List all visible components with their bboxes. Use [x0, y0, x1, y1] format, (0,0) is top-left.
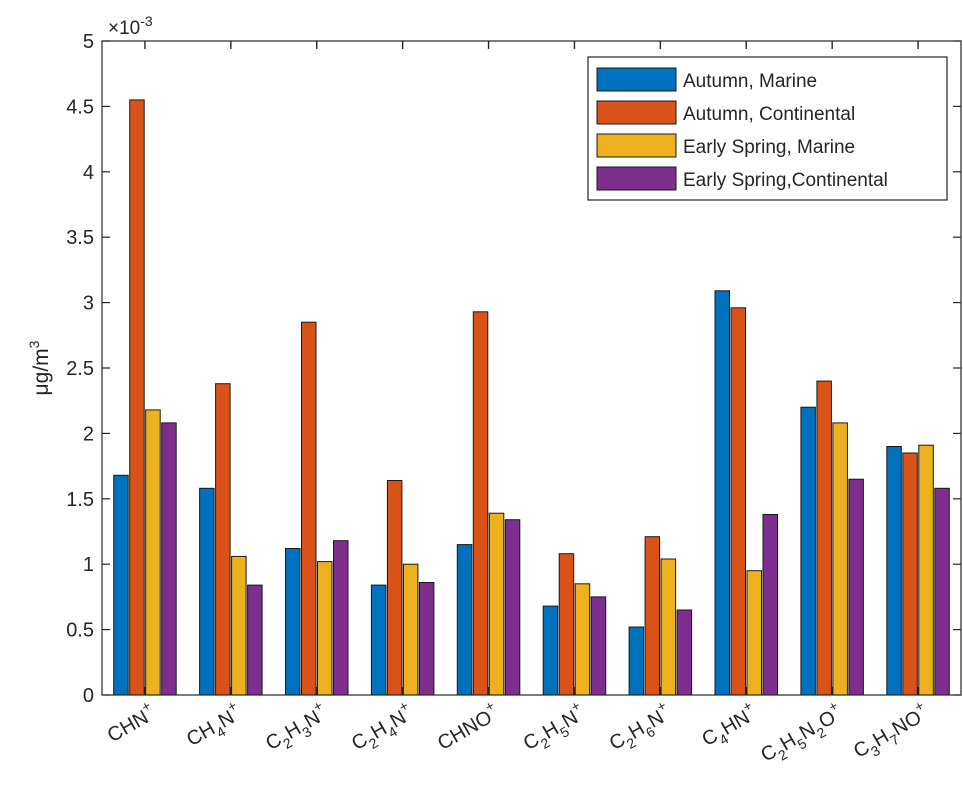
y-axis-multiplier: ×10-3	[108, 13, 153, 39]
y-tick-label: 3.5	[66, 227, 94, 249]
y-axis-label: μg/m3	[26, 340, 53, 395]
bar-1-6	[542, 605, 559, 696]
bar-4-2	[247, 584, 263, 696]
legend-label-1: Autumn, Marine	[683, 71, 817, 92]
y-tick-label: 0	[83, 685, 94, 707]
bar-4-9	[848, 478, 864, 696]
bar-2-9	[816, 380, 832, 696]
y-tick-labels: 0 0.5 1 1.5 2 2.5 3 3.5 4 4.5 5	[66, 31, 94, 707]
bar-4-4	[418, 582, 435, 696]
bar-2-3	[301, 321, 317, 696]
legend-swatch-3	[596, 133, 677, 158]
legend-label-2: Autumn, Continental	[683, 104, 855, 125]
y-tick-label: 4.5	[66, 96, 94, 118]
bar-3-3	[317, 561, 333, 696]
bar-2-5	[472, 311, 489, 696]
legend-swatch-1	[596, 67, 677, 92]
y-tick-label: 1.5	[66, 489, 94, 511]
bar-1-4	[370, 584, 387, 696]
bar-1-10	[886, 446, 902, 696]
bar-3-6	[574, 583, 591, 696]
bar-1-3	[285, 548, 301, 696]
bar-1-1	[113, 474, 129, 696]
axes-group	[101, 40, 962, 696]
y-tick-label: 5	[83, 31, 94, 53]
bar-2-2	[215, 383, 231, 696]
bar-1-7	[628, 626, 645, 696]
bar-3-4	[402, 563, 419, 696]
y-tick-label: 4	[83, 162, 94, 184]
bar-3-8	[746, 570, 762, 696]
bar-2-6	[558, 553, 575, 696]
bar-2-8	[730, 307, 746, 696]
bar-1-8	[714, 290, 730, 696]
y-tick-label: 0.5	[66, 620, 94, 642]
legend-label-4: Early Spring,Continental	[683, 170, 888, 191]
bar-2-7	[644, 536, 661, 696]
bar-1-5	[456, 544, 473, 696]
legend-swatch-2	[596, 100, 677, 125]
bar-3-9	[832, 422, 848, 696]
y-tick-label: 2	[83, 423, 94, 445]
bar-4-10	[934, 487, 950, 696]
bar-1-9	[800, 406, 816, 696]
bar-3-10	[918, 444, 934, 696]
y-tick-label: 1	[83, 554, 94, 576]
bar-3-1	[145, 409, 161, 696]
bar-2-10	[902, 452, 918, 696]
bar-4-5	[504, 519, 521, 696]
y-tick-label: 2.5	[66, 358, 94, 380]
bar-4-7	[676, 609, 693, 696]
bar-4-1	[161, 422, 177, 696]
bar-4-3	[333, 540, 349, 696]
legend-label-3: Early Spring, Marine	[683, 137, 855, 158]
legend-swatch-4	[596, 166, 677, 191]
bar-2-1	[129, 99, 145, 696]
y-tick-label: 3	[83, 293, 94, 315]
bar-2-4	[386, 480, 403, 696]
bar-4-6	[590, 596, 607, 696]
legend: Autumn, Marine Autumn, Continental Early S…	[587, 56, 948, 201]
bar-1-2	[199, 487, 215, 696]
bar-3-2	[231, 555, 247, 696]
bars-group	[113, 99, 950, 696]
bar-3-5	[488, 512, 505, 696]
bar-4-8	[762, 514, 778, 696]
bar-3-7	[660, 558, 677, 696]
